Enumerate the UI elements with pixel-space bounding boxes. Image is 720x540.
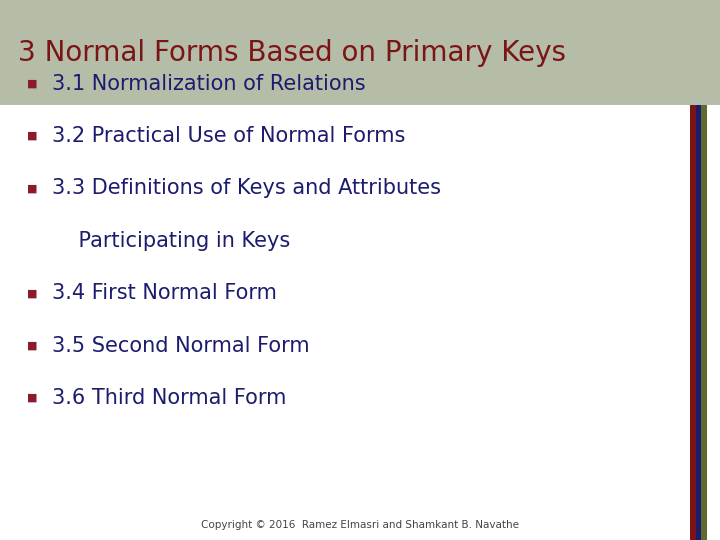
Text: Participating in Keys: Participating in Keys [52,231,290,251]
FancyBboxPatch shape [690,105,696,540]
FancyBboxPatch shape [0,0,720,105]
Text: ■: ■ [27,288,38,298]
FancyBboxPatch shape [701,105,707,540]
Text: ■: ■ [27,341,38,350]
Text: 3.2 Practical Use of Normal Forms: 3.2 Practical Use of Normal Forms [52,126,405,146]
Text: 3.4 First Normal Form: 3.4 First Normal Form [52,283,276,303]
Text: 3.5 Second Normal Form: 3.5 Second Normal Form [52,335,310,356]
Text: Copyright © 2016  Ramez Elmasri and Shamkant B. Navathe: Copyright © 2016 Ramez Elmasri and Shamk… [201,520,519,530]
Text: ■: ■ [27,393,38,403]
Text: ■: ■ [27,79,38,89]
Text: ■: ■ [27,184,38,193]
Text: 3.1 Normalization of Relations: 3.1 Normalization of Relations [52,73,366,94]
Text: ■: ■ [27,131,38,141]
FancyBboxPatch shape [696,105,701,540]
Text: 3 Normal Forms Based on Primary Keys: 3 Normal Forms Based on Primary Keys [18,39,566,66]
Text: 3.3 Definitions of Keys and Attributes: 3.3 Definitions of Keys and Attributes [52,178,441,199]
Text: 3.6 Third Normal Form: 3.6 Third Normal Form [52,388,287,408]
